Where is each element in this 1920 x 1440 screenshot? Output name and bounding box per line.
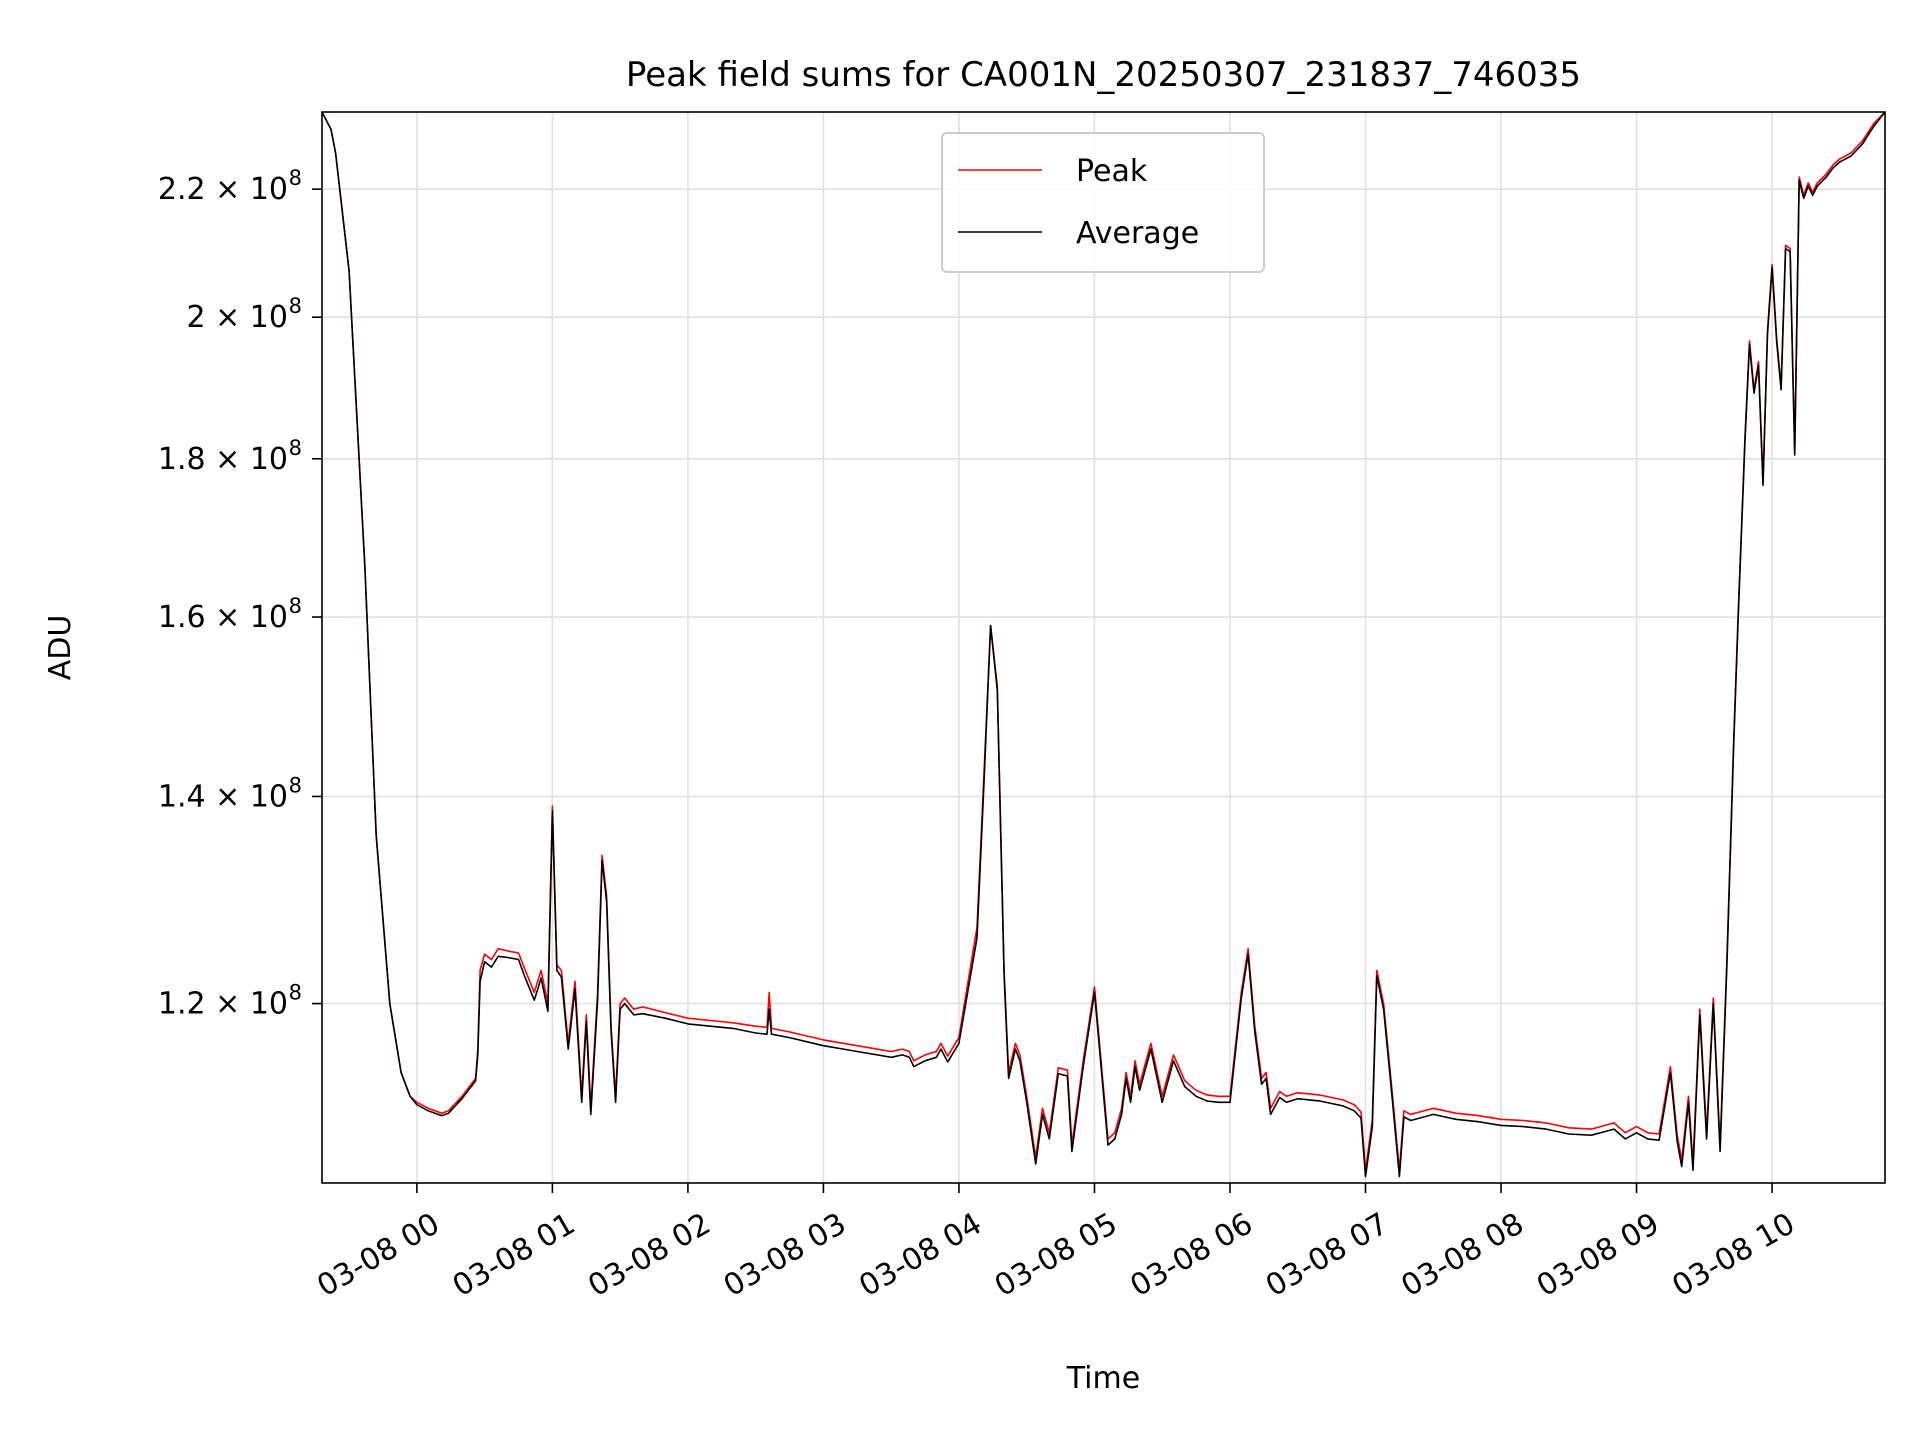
plot-frame [321,111,1886,1184]
y-axis-label: ADU [43,615,78,681]
y-tick-exponent: 8 [289,166,302,190]
x-axis-label: Time [1066,1361,1140,1396]
legend-label-average: Average [1076,216,1199,251]
chart-title: Peak field sums for CA001N_20250307_2318… [626,55,1581,95]
y-tick-exponent: 8 [289,773,302,797]
legend-label-peak: Peak [1076,154,1148,189]
plot-area [322,112,1885,1183]
y-tick-label: 81.2 × 10 [158,981,302,1022]
y-tick-exponent: 8 [289,436,302,460]
y-tick-mantissa: 1.4 × 10 [158,779,288,814]
legend: Peak Average [941,132,1265,273]
y-tick-label: 81.4 × 10 [158,773,302,814]
grid [322,112,1885,1183]
y-tick-label: 81.8 × 10 [158,436,302,477]
y-tick-mantissa: 1.2 × 10 [158,987,288,1022]
y-tick-label: 82.2 × 10 [158,166,302,207]
legend-box [941,132,1265,273]
y-tick-exponent: 8 [289,594,302,618]
y-tick-mantissa: 2 × 10 [187,300,288,335]
y-tick-exponent: 8 [289,294,302,318]
series-line-average [322,112,1885,1178]
y-tick-mantissa: 1.6 × 10 [158,600,288,635]
y-tick-exponent: 8 [289,981,302,1005]
y-tick-label: 82 × 10 [187,294,302,335]
y-tick-mantissa: 1.8 × 10 [158,442,288,477]
series-lines [322,112,1885,1178]
y-tick-mantissa: 2.2 × 10 [158,172,288,207]
y-tick-label: 81.6 × 10 [158,594,302,635]
